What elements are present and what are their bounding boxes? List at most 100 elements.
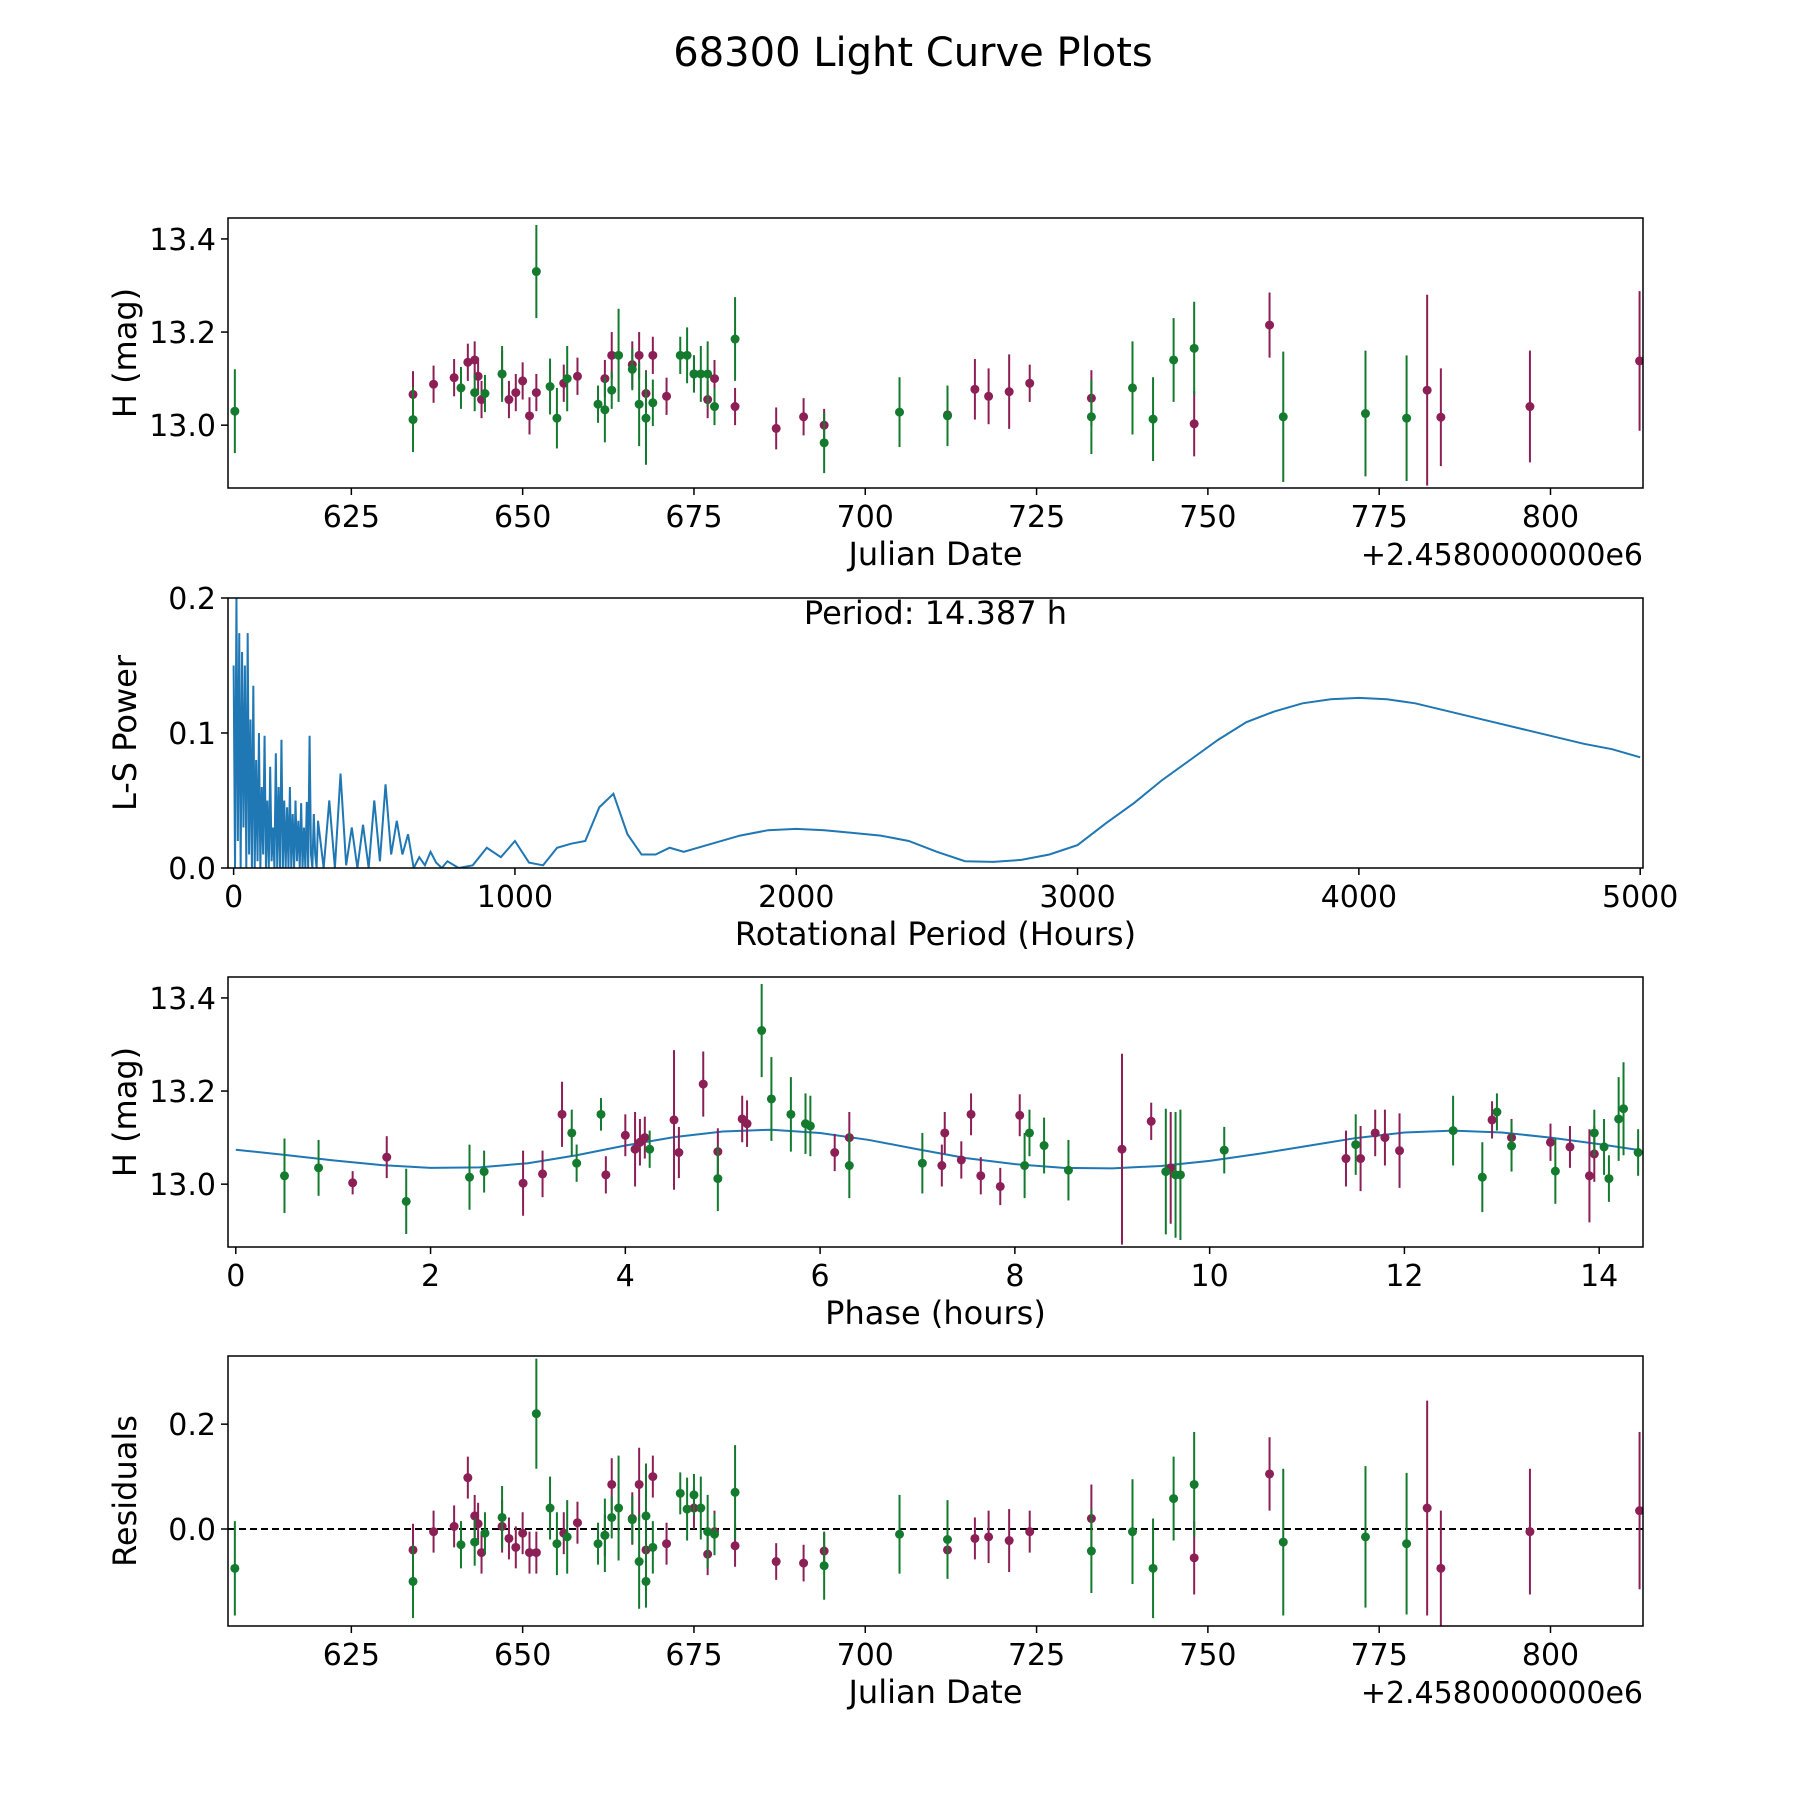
red-data-point [601, 1170, 611, 1180]
red-data-point [572, 371, 582, 381]
green-data-point [607, 1512, 617, 1522]
red-data-point [1356, 1154, 1366, 1164]
x-tick-label: 8 [1005, 1259, 1024, 1294]
green-data-point [1169, 1494, 1179, 1504]
plot-area [230, 224, 1643, 486]
green-data-point [480, 1528, 490, 1538]
green-data-point [401, 1196, 411, 1206]
red-data-point [1422, 1503, 1432, 1513]
green-data-point [942, 1534, 952, 1544]
green-data-point [1278, 412, 1288, 422]
x-tick-label: 725 [1008, 1638, 1065, 1673]
green-data-point [710, 402, 720, 412]
green-data-point [682, 350, 692, 360]
green-data-point [531, 267, 541, 277]
red-data-point [662, 1539, 672, 1549]
green-data-point [230, 406, 240, 416]
red-data-point [710, 374, 720, 384]
y-tick-label: 0.0 [168, 1513, 216, 1548]
green-data-point [531, 1409, 541, 1419]
y-axis-label: Residuals [106, 1415, 144, 1567]
green-data-point [545, 1503, 555, 1513]
x-tick-label: 675 [665, 1638, 722, 1673]
red-data-point [449, 373, 459, 383]
green-data-point [689, 1490, 699, 1500]
green-data-point [1148, 414, 1158, 424]
green-data-point [1169, 355, 1179, 365]
x-tick-label: 675 [665, 500, 722, 535]
green-data-point [497, 1512, 507, 1522]
green-data-point [819, 438, 829, 448]
axes-frame [227, 1355, 1644, 1627]
red-data-point [634, 1479, 644, 1489]
green-data-point [480, 389, 490, 398]
x-offset-label: +2.4580000000e6 [1361, 1676, 1643, 1711]
red-data-point [730, 402, 740, 412]
red-data-point [607, 1479, 617, 1489]
green-data-point [1278, 1537, 1288, 1547]
red-data-point [1004, 1536, 1014, 1546]
x-tick-label: 750 [1179, 1638, 1236, 1673]
green-data-point [408, 1576, 418, 1586]
red-data-point [1395, 1146, 1405, 1156]
green-data-point [819, 1561, 829, 1571]
x-axis-label: Julian Date [846, 1673, 1022, 1711]
green-data-point [1161, 1167, 1171, 1177]
red-data-point [799, 1558, 809, 1568]
x-tick-label: 650 [494, 500, 551, 535]
x-tick-label: 5000 [1602, 880, 1678, 915]
axes-frame [227, 976, 1644, 1248]
green-data-point [562, 374, 572, 384]
green-data-point [572, 1158, 582, 1168]
x-axis-label: Julian Date [846, 535, 1022, 573]
red-data-point [1525, 402, 1535, 412]
green-data-point [456, 1540, 466, 1550]
red-data-point [771, 1557, 781, 1567]
red-data-point [1436, 1563, 1446, 1573]
green-data-point [766, 1094, 776, 1104]
red-data-point [1265, 320, 1275, 330]
red-data-point [525, 1548, 535, 1558]
red-data-point [1341, 1154, 1351, 1164]
red-data-point [429, 1527, 439, 1537]
green-data-point [634, 1557, 644, 1567]
red-data-point [662, 391, 672, 401]
green-data-point [713, 1174, 723, 1184]
green-data-point [314, 1163, 324, 1173]
green-data-point [1128, 1527, 1138, 1537]
green-data-point [600, 1530, 610, 1540]
green-data-point [895, 1529, 905, 1539]
plot-area [228, 1358, 1643, 1626]
green-data-point [675, 350, 685, 360]
red-data-point [1635, 1506, 1643, 1516]
red-data-point [976, 1171, 986, 1181]
red-data-point [799, 412, 809, 422]
red-data-point [1545, 1137, 1555, 1147]
x-tick-label: 625 [323, 1638, 380, 1673]
green-data-point [600, 405, 610, 415]
green-data-point [1402, 1539, 1412, 1549]
green-data-point [1128, 383, 1138, 393]
green-data-point [1477, 1172, 1487, 1182]
x-tick-label: 6 [811, 1259, 830, 1294]
green-data-point [497, 369, 507, 379]
green-data-point [675, 1488, 685, 1498]
red-data-point [477, 1548, 487, 1558]
y-axis-label: H (mag) [106, 1047, 144, 1177]
red-data-point [771, 423, 781, 433]
green-data-point [1189, 1479, 1199, 1489]
phased-curve-panel: 0 2 4 6 8 10 12 14 13.0 13.2 13.4 Phase (hours) H (m… [106, 976, 1644, 1332]
red-data-point [830, 1148, 840, 1157]
green-data-point [641, 1511, 651, 1521]
plot-area [235, 983, 1643, 1245]
green-data-point [710, 1529, 720, 1539]
red-data-point [473, 371, 483, 381]
green-data-point [1614, 1114, 1624, 1124]
red-data-point [1004, 387, 1014, 397]
x-tick-label: 650 [494, 1638, 551, 1673]
green-data-point [593, 399, 603, 409]
red-data-point [531, 1548, 541, 1558]
green-data-point [614, 1503, 624, 1513]
red-data-point [470, 1511, 480, 1521]
